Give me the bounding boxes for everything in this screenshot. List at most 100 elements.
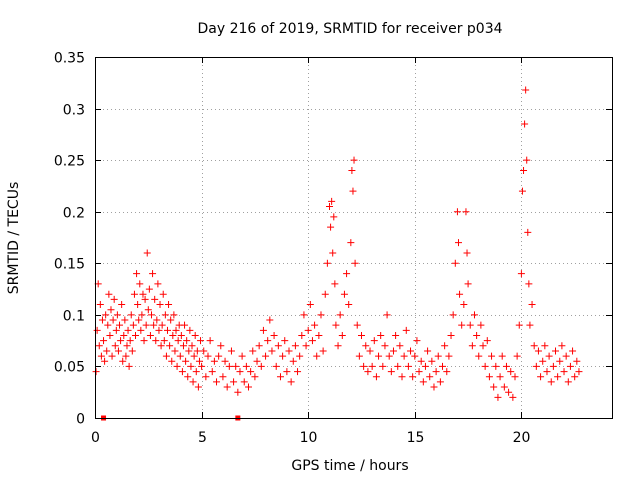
data-point: [195, 357, 203, 365]
data-point: [304, 326, 312, 334]
data-point: [521, 120, 529, 128]
data-point: [573, 357, 581, 365]
data-point: [524, 228, 532, 236]
data-point: [528, 301, 536, 309]
data-point: [571, 373, 579, 381]
data-point: [552, 347, 560, 355]
data-point: [451, 259, 459, 267]
data-point: [345, 301, 353, 309]
data-point: [413, 337, 421, 345]
data-point: [126, 337, 134, 345]
data-point: [319, 347, 327, 355]
data-point: [245, 383, 253, 391]
data-point: [348, 166, 356, 174]
data-points: [92, 86, 583, 401]
data-point: [549, 362, 557, 370]
data-point: [176, 352, 184, 360]
data-point: [141, 295, 149, 303]
data-point: [443, 368, 451, 376]
data-point: [447, 331, 455, 339]
data-point: [439, 362, 447, 370]
data-point: [204, 352, 212, 360]
data-point: [217, 342, 225, 350]
data-point: [151, 295, 159, 303]
data-point: [470, 311, 478, 319]
data-point: [227, 347, 235, 355]
data-point: [128, 347, 136, 355]
data-point: [326, 203, 334, 211]
data-point: [160, 337, 168, 345]
data-point: [554, 373, 562, 381]
data-point: [247, 368, 255, 376]
data-point: [330, 213, 338, 221]
data-point: [415, 368, 423, 376]
data-point: [485, 373, 493, 381]
data-point: [351, 259, 359, 267]
data-point: [129, 321, 137, 329]
data-point: [102, 311, 110, 319]
data-point: [530, 342, 538, 350]
data-point: [177, 331, 185, 339]
data-point: [215, 352, 223, 360]
data-point: [150, 321, 158, 329]
data-point: [283, 368, 291, 376]
data-point: [360, 362, 368, 370]
data-point: [257, 362, 265, 370]
data-point: [171, 347, 179, 355]
data-point: [225, 362, 233, 370]
data-point: [462, 208, 470, 216]
data-point: [306, 301, 314, 309]
data-point: [377, 331, 385, 339]
data-point: [240, 378, 248, 386]
data-point: [149, 270, 157, 278]
data-point: [181, 321, 189, 329]
data-point: [468, 342, 476, 350]
x-axis-title: GPS time / hours: [291, 458, 408, 474]
data-point: [473, 331, 481, 339]
data-point: [525, 280, 533, 288]
data-point: [389, 347, 397, 355]
data-point: [210, 357, 218, 365]
data-point: [496, 373, 504, 381]
data-point: [449, 311, 457, 319]
data-point: [411, 352, 419, 360]
data-point: [545, 352, 553, 360]
data-point: [136, 280, 144, 288]
data-point: [328, 197, 336, 205]
data-point: [518, 187, 526, 195]
data-point: [143, 249, 151, 257]
data-point: [424, 347, 432, 355]
data-point: [153, 316, 161, 324]
data-point: [200, 347, 208, 355]
data-point: [266, 316, 274, 324]
data-point: [178, 368, 186, 376]
data-point: [259, 326, 267, 334]
data-point: [556, 357, 564, 365]
data-point: [430, 383, 438, 391]
data-point: [172, 326, 180, 334]
data-point: [270, 331, 278, 339]
data-point: [340, 290, 348, 298]
data-point: [453, 208, 461, 216]
data-point: [445, 352, 453, 360]
data-point: [460, 301, 468, 309]
data-point: [118, 301, 126, 309]
data-point: [197, 337, 205, 345]
x-tick-labels: 0 5 10 15 20: [91, 430, 530, 446]
data-point: [522, 86, 530, 94]
x-tick-label: 0: [91, 430, 100, 446]
data-point: [298, 331, 306, 339]
data-point: [417, 357, 425, 365]
data-point: [251, 373, 259, 381]
data-point: [193, 347, 201, 355]
data-point: [117, 337, 125, 345]
data-point: [169, 331, 177, 339]
data-point: [537, 373, 545, 381]
data-point: [336, 311, 344, 319]
data-point: [158, 321, 166, 329]
data-point: [523, 156, 531, 164]
data-point: [396, 342, 404, 350]
data-point: [477, 321, 485, 329]
data-point: [279, 352, 287, 360]
